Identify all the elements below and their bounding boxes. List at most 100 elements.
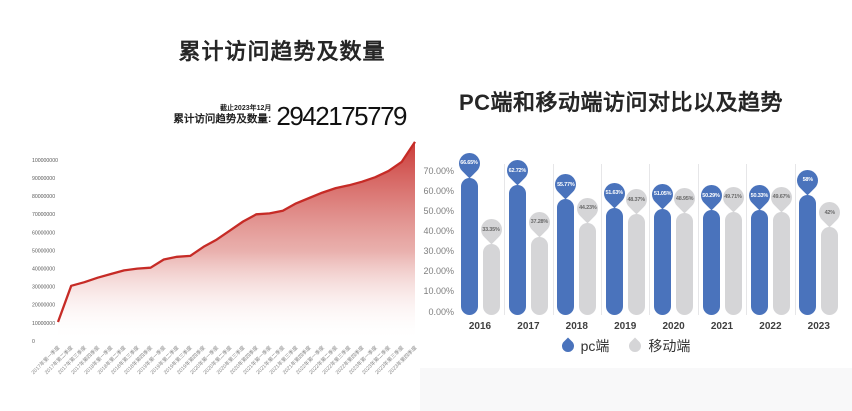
stat-label: 累计访问趋势及数量: — [173, 113, 272, 126]
y-axis-tick-label: 80000000 — [32, 194, 55, 200]
pc-value-bubble-2017: 62.72% — [502, 156, 533, 186]
y-axis-tick-label: 30000000 — [32, 285, 55, 291]
bubble-value-label: 37.28% — [530, 219, 549, 226]
group-separator — [552, 164, 554, 315]
group-separator — [697, 164, 699, 315]
x-axis-year-label: 2018 — [565, 321, 588, 332]
left-chart-title: 累计访问趋势及数量 — [178, 39, 386, 64]
group-separator — [649, 164, 651, 315]
pc-value-bubble-2023: 58% — [792, 165, 823, 196]
x-axis-year-label: 2017 — [517, 321, 540, 332]
mobile-value-bubble-2018: 44.23% — [572, 193, 603, 223]
y-axis-tick-label: 10.00% — [423, 286, 454, 297]
pc-value-bubble-2020: 51.05% — [647, 179, 678, 210]
group-separator — [794, 164, 796, 315]
x-axis-year-label: 2021 — [710, 321, 734, 332]
mobile-value-bubble-2017: 37.28% — [524, 207, 555, 237]
mobile-bar-2022 — [772, 211, 790, 315]
mobile-value-bubble-2021: 49.71% — [718, 182, 748, 212]
pc-value-bubble-2016: 66.65% — [454, 148, 484, 178]
y-axis-tick-label: 60.00% — [423, 185, 454, 196]
mobile-drop-icon — [626, 337, 644, 355]
bottom-strip — [420, 368, 852, 411]
pc-value-bubble-2021: 50.29% — [696, 181, 726, 211]
bubble-value-label: 50.29% — [702, 192, 720, 199]
y-axis-tick-label: 20.00% — [423, 266, 454, 277]
mobile-value-bubble-2022: 49.67% — [766, 182, 797, 213]
bubble-value-label: 66.65% — [460, 160, 478, 167]
area-chart: 0 10000000 20000000 30000000 40000000 5000000… — [29, 141, 418, 376]
pc-mobile-panel: PC端和移动端访问对比以及趋势 0.00% 10.00% 20.00% 30.00% 4… — [420, 0, 852, 411]
mobile-value-bubble-2019: 48.37% — [621, 184, 652, 215]
y-axis-tick-label: 0.00% — [428, 306, 454, 317]
y-axis-tick-label: 40.00% — [423, 226, 454, 237]
pc-bar-2020 — [654, 208, 672, 315]
pc-bar-2017 — [508, 185, 526, 315]
pc-drop-icon — [559, 337, 577, 355]
y-axis-tick-label: 10000000 — [32, 321, 55, 327]
bubble-value-label: 55.77% — [557, 181, 575, 188]
mobile-bar-2017 — [530, 236, 548, 315]
cumulative-visits-panel: 累计访问趋势及数量 截止2023年12月 累计访问趋势及数量: 29421757… — [29, 39, 418, 376]
group-separator — [601, 164, 602, 315]
mobile-value-bubble-2016: 33.35% — [476, 215, 506, 245]
legend-label-pc: pc端 — [580, 338, 610, 354]
y-axis-tick-label: 40000000 — [32, 267, 55, 273]
group-separator — [746, 164, 748, 315]
pc-bar-2022 — [750, 210, 768, 315]
pc-value-bubble-2018: 55.77% — [550, 170, 581, 200]
bubble-value-label: 42% — [824, 209, 836, 216]
mobile-bar-2023 — [821, 227, 839, 315]
mobile-bar-2020 — [676, 213, 694, 315]
cumulative-stat: 截止2023年12月 累计访问趋势及数量: 2942175779 — [130, 101, 407, 131]
pc-value-bubble-2019: 51.63% — [599, 178, 630, 209]
mobile-value-bubble-2023: 42% — [814, 197, 845, 228]
y-axis-tick-label: 70.00% — [423, 165, 454, 176]
y-axis-tick-label: 20000000 — [32, 303, 55, 309]
mobile-value-bubble-2020: 48.95% — [669, 183, 700, 214]
y-axis-tick-label: 60000000 — [32, 230, 55, 236]
bubble-value-label: 50.33% — [750, 192, 769, 199]
y-axis-tick-label: 50000000 — [32, 248, 55, 254]
bubble-value-label: 62.72% — [508, 167, 527, 174]
stat-value: 2942175779 — [276, 101, 407, 131]
bubble-value-label: 48.95% — [675, 195, 694, 202]
right-chart-title: PC端和移动端访问对比以及趋势 — [458, 90, 784, 115]
pc-bar-2019 — [605, 207, 623, 315]
y-axis-tick-label: 0 — [32, 339, 35, 345]
x-axis-year-label: 2020 — [662, 321, 685, 332]
y-axis-tick-label: 70000000 — [32, 212, 55, 218]
bubble-value-label: 51.63% — [605, 190, 623, 197]
y-axis-tick-label: 100000000 — [32, 158, 58, 164]
mobile-bar-2021 — [724, 211, 742, 315]
y-axis-tick-label: 30.00% — [423, 246, 454, 257]
pc-bar-2016 — [460, 177, 478, 315]
trend-line — [56, 141, 416, 323]
mobile-bar-2016 — [482, 244, 500, 315]
pc-value-bubble-2022: 50.33% — [744, 180, 775, 211]
x-axis-year-label: 2023 — [807, 321, 830, 332]
stat-date-note: 截止2023年12月 — [220, 105, 272, 112]
bubble-value-label: 51.05% — [653, 191, 672, 198]
bubble-value-label: 44.23% — [579, 205, 597, 212]
pc-bar-2023 — [799, 194, 817, 315]
bubble-value-label: 33.35% — [482, 226, 500, 233]
bubble-value-label: 49.67% — [772, 194, 791, 201]
legend-label-mobile: 移动端 — [648, 338, 691, 354]
pc-bar-2021 — [702, 210, 720, 315]
legend-item-pc[interactable]: pc端 — [559, 336, 610, 356]
legend-item-mobile[interactable]: 移动端 — [626, 336, 691, 356]
mobile-bar-2018 — [579, 222, 597, 315]
x-axis-year-label: 2016 — [468, 321, 492, 332]
x-axis-year-label: 2022 — [759, 321, 782, 332]
y-axis-tick-label: 50.00% — [423, 206, 454, 216]
stat-labels: 截止2023年12月 累计访问趋势及数量: — [173, 104, 271, 129]
bubble-value-label: 48.37% — [627, 196, 645, 203]
pc-bar-2018 — [557, 199, 575, 315]
area-fill — [58, 141, 415, 341]
bubble-value-label: 58% — [802, 177, 814, 184]
bubble-value-label: 49.71% — [724, 194, 742, 201]
mobile-bar-2019 — [627, 214, 645, 315]
lollipop-plot: 0.00% 10.00% 20.00% 30.00% 40.00% 50.00% 60.00… — [423, 140, 852, 340]
